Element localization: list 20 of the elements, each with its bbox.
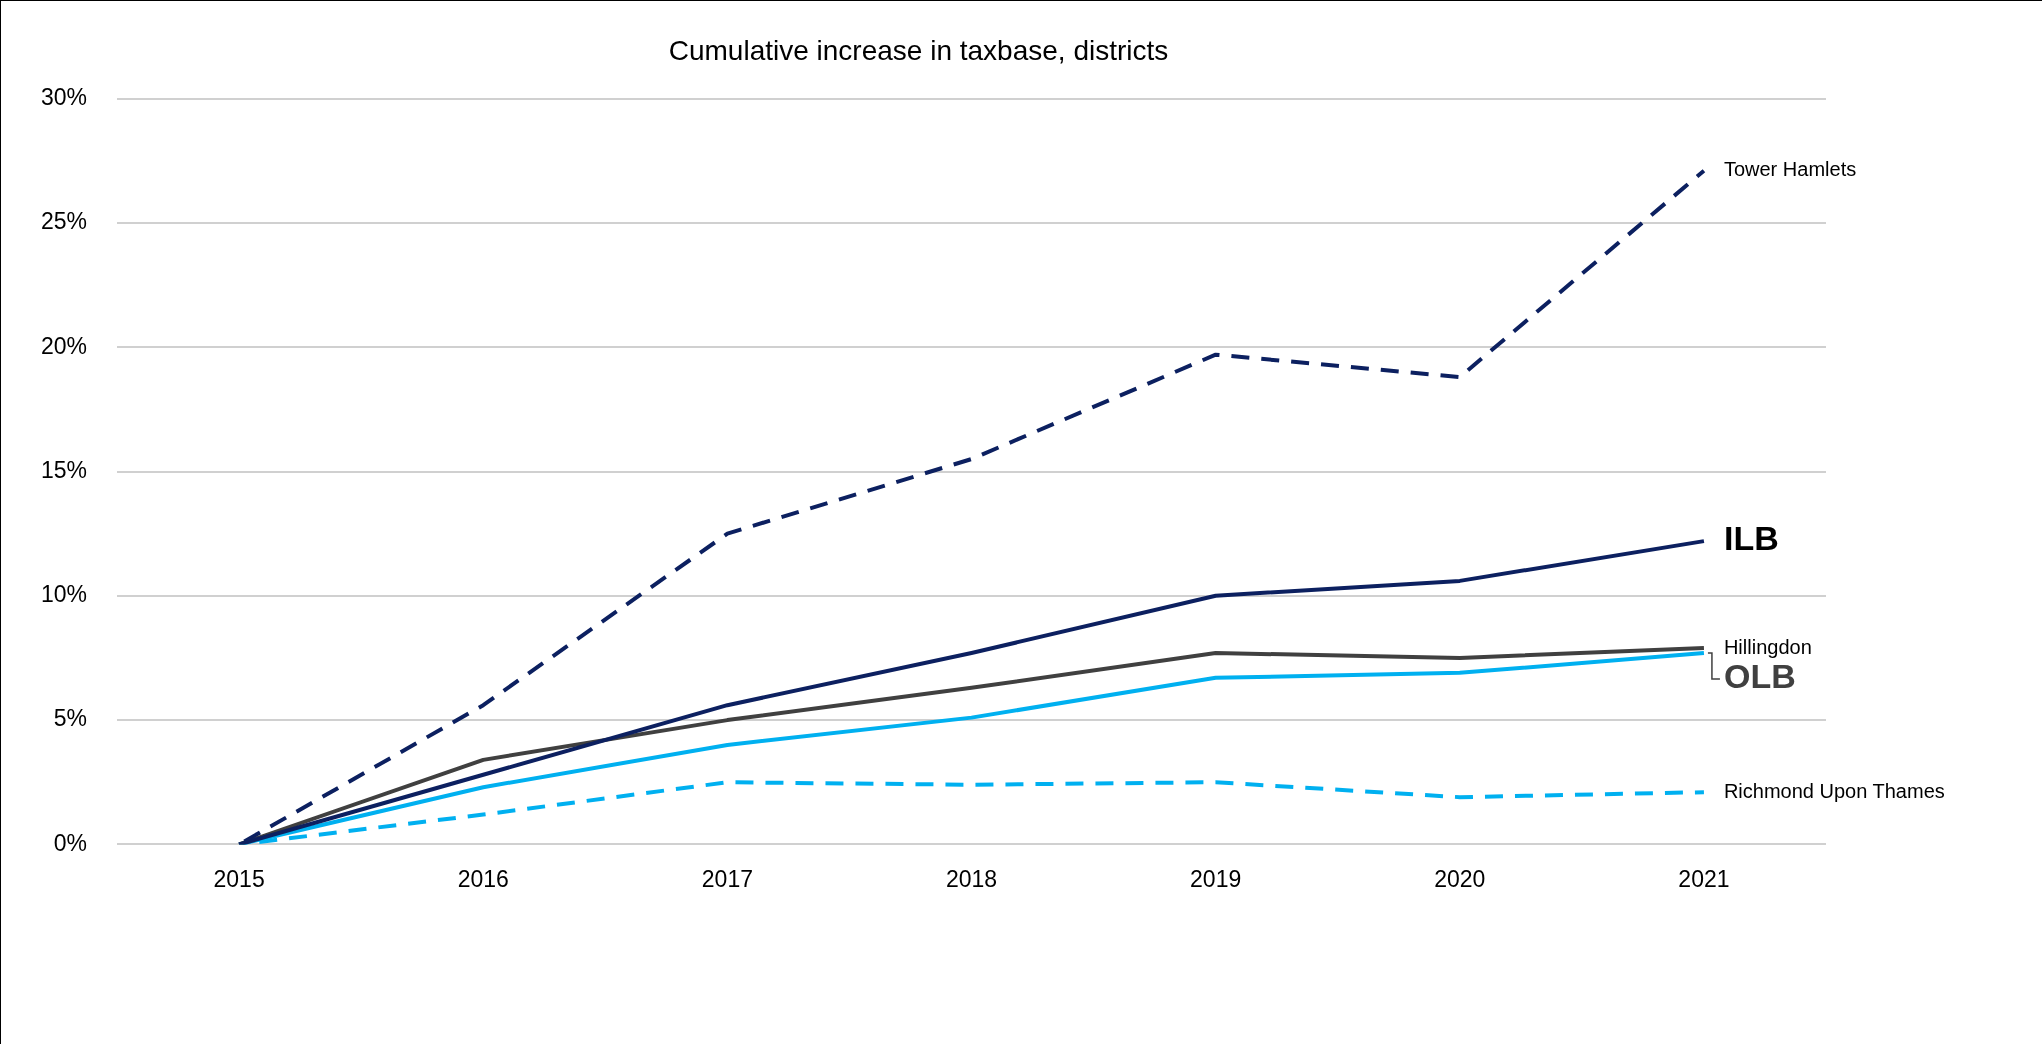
series-label: OLB xyxy=(1723,657,1796,696)
y-tick-label: 5% xyxy=(53,705,88,732)
y-tick-label: 15% xyxy=(40,456,88,483)
y-tick-label: 10% xyxy=(40,581,88,608)
x-tick-label: 2020 xyxy=(1434,865,1486,892)
series-label: ILB xyxy=(1723,519,1779,558)
series-label: Tower Hamlets xyxy=(1723,158,1857,181)
chart-title: Cumulative increase in taxbase, districts xyxy=(668,34,1169,66)
series-label: Richmond Upon Thames xyxy=(1723,779,1945,802)
y-tick-label: 20% xyxy=(40,332,88,359)
x-tick-label: 2019 xyxy=(1190,865,1242,892)
x-tick-label: 2018 xyxy=(945,865,998,892)
x-tick-label: 2021 xyxy=(1678,865,1730,892)
y-tick-label: 0% xyxy=(53,829,88,856)
series-label: Hillingdon xyxy=(1723,635,1812,658)
y-tick-label: 30% xyxy=(40,83,88,110)
y-tick-label: 25% xyxy=(40,208,88,235)
x-tick-label: 2017 xyxy=(701,865,753,892)
x-tick-label: 2016 xyxy=(457,865,509,892)
x-tick-label: 2015 xyxy=(213,865,265,892)
